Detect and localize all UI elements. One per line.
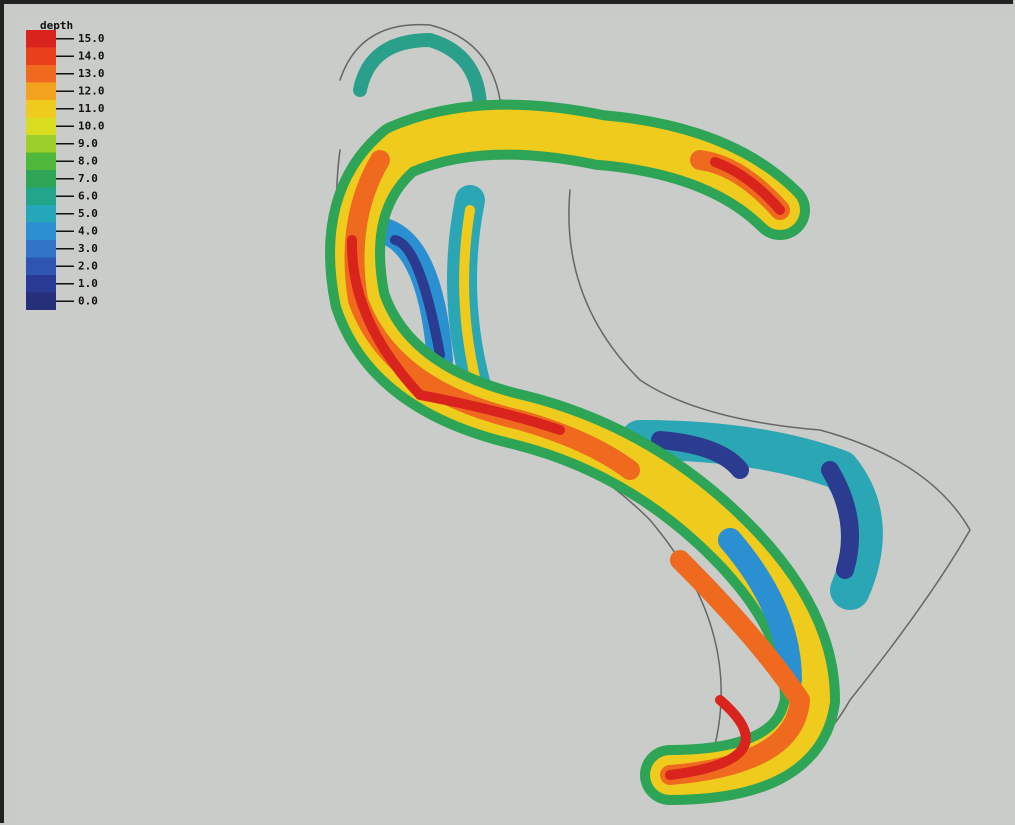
legend-swatch [26, 48, 56, 66]
legend-label: 12.0 [78, 84, 105, 97]
legend-label: 7.0 [78, 172, 98, 185]
legend-swatch [26, 118, 56, 136]
legend-swatch [26, 153, 56, 171]
legend-label: 4.0 [78, 224, 98, 237]
page: depth 15.014.013.012.011.010.09.08.07.06… [0, 0, 1015, 825]
legend-swatch [26, 65, 56, 83]
viewer: depth 15.014.013.012.011.010.09.08.07.06… [0, 0, 1015, 825]
legend-swatch [26, 223, 56, 241]
legend-swatch [26, 275, 56, 293]
legend-label: 3.0 [78, 242, 98, 255]
legend-label: 13.0 [78, 67, 105, 80]
legend-label: 1.0 [78, 277, 98, 290]
legend-swatch [26, 188, 56, 206]
legend-swatch [26, 293, 56, 311]
legend-swatch [26, 30, 56, 48]
legend-label: 15.0 [78, 32, 105, 45]
legend-swatch [26, 240, 56, 258]
legend-swatch [26, 258, 56, 276]
legend-label: 9.0 [78, 137, 98, 150]
legend-label: 10.0 [78, 119, 105, 132]
legend-label: 0.0 [78, 294, 98, 307]
legend-swatch [26, 170, 56, 188]
legend-label: 6.0 [78, 189, 98, 202]
legend-label: 5.0 [78, 207, 98, 220]
legend-swatch [26, 135, 56, 153]
legend-label: 2.0 [78, 259, 98, 272]
legend-swatch [26, 83, 56, 101]
legend-label: 14.0 [78, 49, 105, 62]
legend-label: 11.0 [78, 102, 105, 115]
legend-swatch [26, 100, 56, 118]
legend-swatch [26, 205, 56, 223]
legend-label: 8.0 [78, 154, 98, 167]
